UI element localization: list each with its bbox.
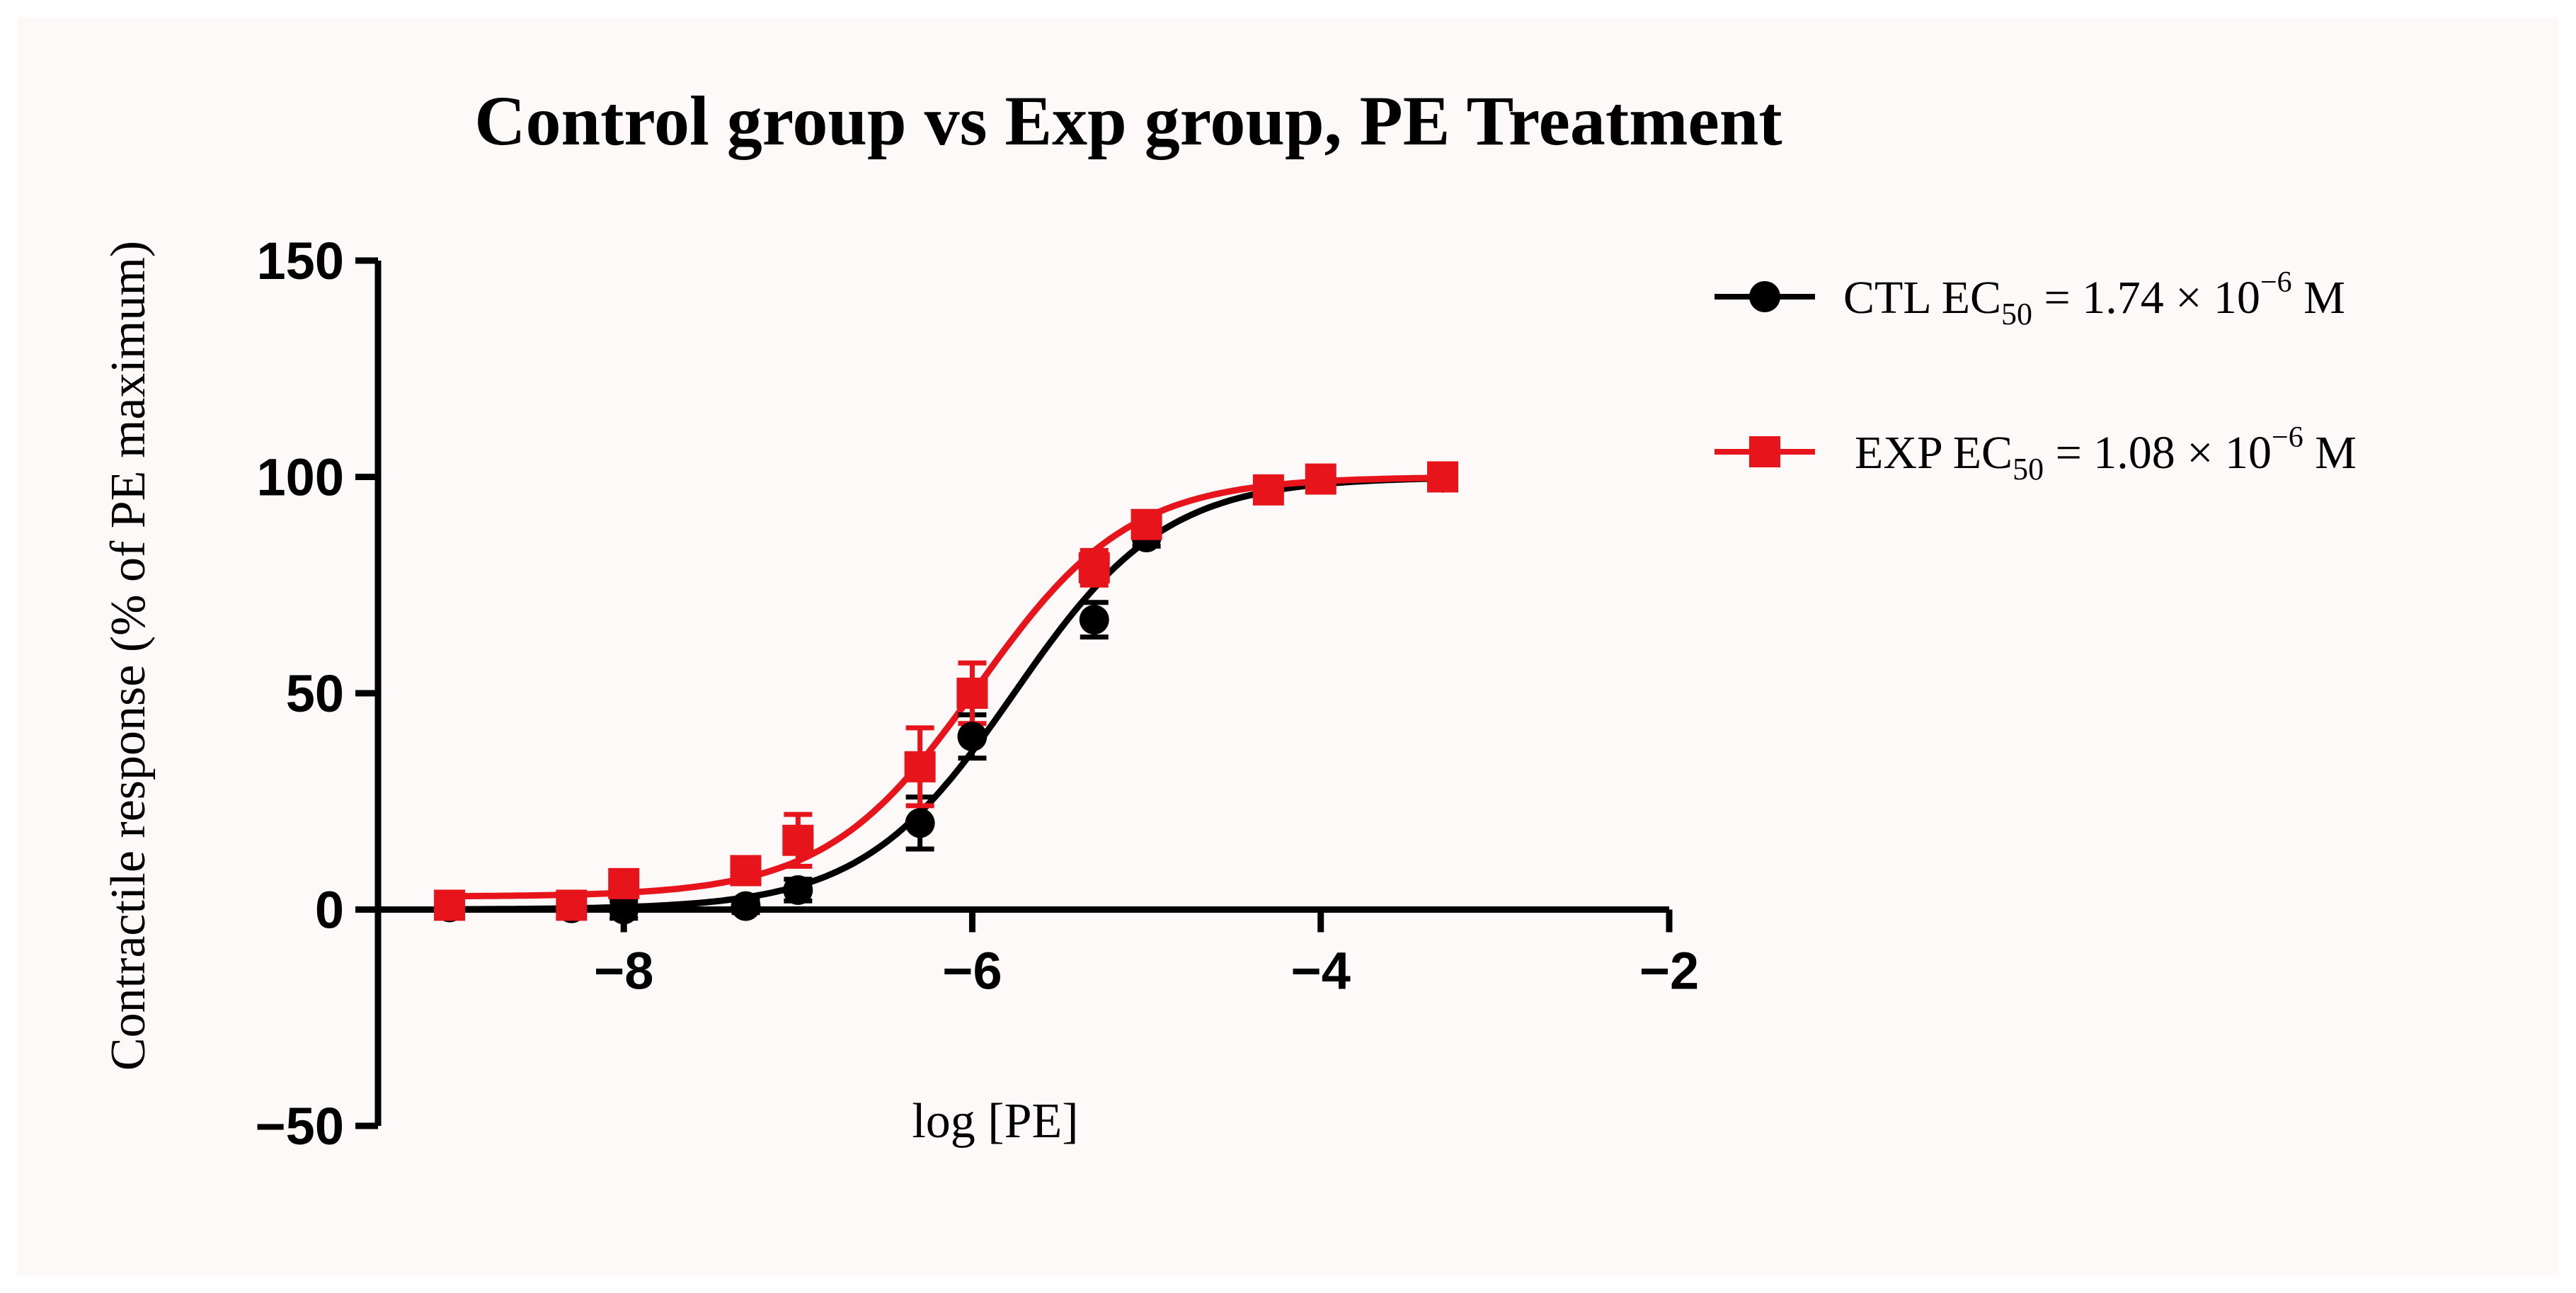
data-point-ctl [905,808,935,838]
fit-curve-exp [446,474,1446,900]
legend: CTL EC50 = 1.74 × 10−6 M EXP EC50 = 1.08… [1715,266,2357,486]
data-point-ctl [783,875,813,906]
legend-entry-exp: EXP EC50 = 1.08 × 10−6 M [1715,421,2357,486]
data-point-exp [956,678,988,709]
legend-label-ctl: CTL EC50 = 1.74 × 10−6 M [1843,266,2345,331]
y-tick-label: 0 [315,881,344,940]
data-point-exp [1130,508,1162,540]
legend-marker-ctl [1749,281,1780,312]
dose-response-chart: Control group vs Exp group, PE Treatment… [101,81,2357,1156]
data-point-exp [1305,463,1336,495]
data-point-exp [1427,461,1459,493]
x-axis-title: log [PE] [912,1094,1078,1149]
data-point-exp [1078,552,1110,583]
x-tick-label: −8 [594,942,653,1001]
data-point-ctl [609,894,639,925]
x-tick-label: −4 [1291,942,1351,1001]
fit-curve-ctl [446,475,1446,913]
y-tick-label: 100 [257,448,344,507]
data-markers [434,461,1459,925]
axes: −50 0 50 100 150 −8 −6 −4 −2 [255,232,1699,1156]
data-point-exp [1252,474,1284,506]
y-tick-label: 150 [257,232,344,290]
figure-frame: Control group vs Exp group, PE Treatment… [17,17,2558,1276]
fit-curves [446,474,1446,913]
data-point-exp [434,889,466,921]
y-tick-label: −50 [255,1097,344,1156]
data-point-exp [730,855,762,887]
legend-entry-ctl: CTL EC50 = 1.74 × 10−6 M [1715,266,2345,331]
chart-title: Control group vs Exp group, PE Treatment [474,81,1782,160]
legend-marker-exp [1749,436,1780,467]
x-tick-label: −6 [942,942,1002,1001]
data-point-exp [608,867,640,899]
data-point-ctl [731,891,761,921]
x-tick-label: −2 [1639,942,1699,1001]
data-point-ctl [957,722,988,752]
error-bars [435,469,1458,921]
data-point-exp [556,889,588,921]
data-point-exp [904,751,936,782]
y-tick-label: 50 [286,664,344,723]
legend-label-exp: EXP EC50 = 1.08 × 10−6 M [1855,421,2357,486]
y-axis-title: Contractile response (% of PE maximum) [101,241,156,1071]
data-point-ctl [1079,605,1109,635]
data-point-exp [782,824,814,856]
